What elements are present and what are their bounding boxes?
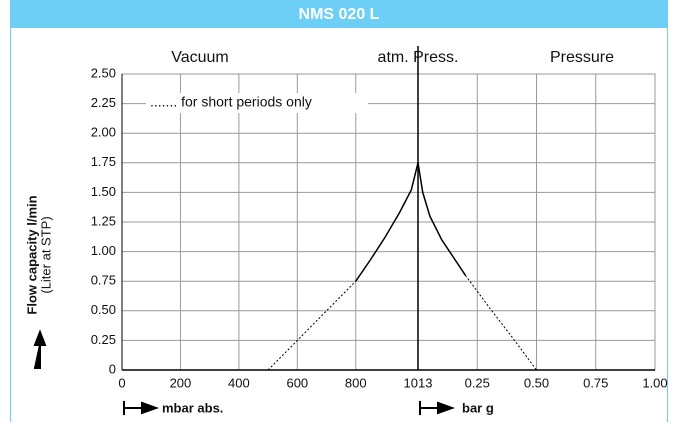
x-tick-label: 600 bbox=[286, 375, 308, 390]
y-tick-label: 1.25 bbox=[91, 213, 116, 228]
x2-tick-label: 0.50 bbox=[524, 375, 549, 390]
curve bbox=[464, 274, 537, 371]
region-label: Pressure bbox=[550, 49, 614, 66]
y-tick-label: 2.50 bbox=[91, 65, 116, 80]
x2-arrow bbox=[419, 401, 455, 415]
x-axis-label: mbar abs. bbox=[162, 400, 223, 415]
y-arrow bbox=[33, 329, 47, 369]
x-tick-label: 0 bbox=[118, 375, 125, 390]
x-tick-label: 200 bbox=[170, 375, 192, 390]
region-label: Vacuum bbox=[171, 49, 229, 66]
y-tick-label: 1.00 bbox=[91, 243, 116, 258]
curve bbox=[267, 280, 357, 371]
x-tick-label: 1013 bbox=[404, 375, 433, 390]
x2-tick-label: 0.75 bbox=[583, 375, 608, 390]
y-tick-label: 0.75 bbox=[91, 273, 116, 288]
y-axis-sublabel: (Liter at STP) bbox=[38, 216, 53, 293]
y-tick-label: 1.75 bbox=[91, 154, 116, 169]
x2-tick-label: 0.25 bbox=[465, 375, 490, 390]
y-tick-label: 1.50 bbox=[91, 184, 116, 199]
header-bar bbox=[10, 0, 668, 28]
y-tick-label: 2.00 bbox=[91, 125, 116, 140]
y-tick-label: 0.25 bbox=[91, 332, 116, 347]
x-arrow bbox=[123, 401, 159, 415]
y-tick-label: 0.50 bbox=[91, 302, 116, 317]
x2-axis-label: bar g bbox=[462, 400, 494, 415]
x-tick-label: 400 bbox=[228, 375, 250, 390]
x-tick-label: 800 bbox=[345, 375, 367, 390]
curve bbox=[355, 162, 419, 282]
y-tick-label: 2.25 bbox=[91, 95, 116, 110]
y-axis-label: Flow capacity l/min bbox=[24, 195, 39, 314]
curve bbox=[417, 162, 467, 276]
annotation-bg bbox=[146, 93, 368, 113]
annotation: ....... for short periods only bbox=[150, 94, 312, 110]
y-tick-label: 0 bbox=[109, 361, 116, 376]
x2-tick-label: 1.00 bbox=[642, 375, 667, 390]
chart-title: NMS 020 L bbox=[299, 6, 380, 23]
